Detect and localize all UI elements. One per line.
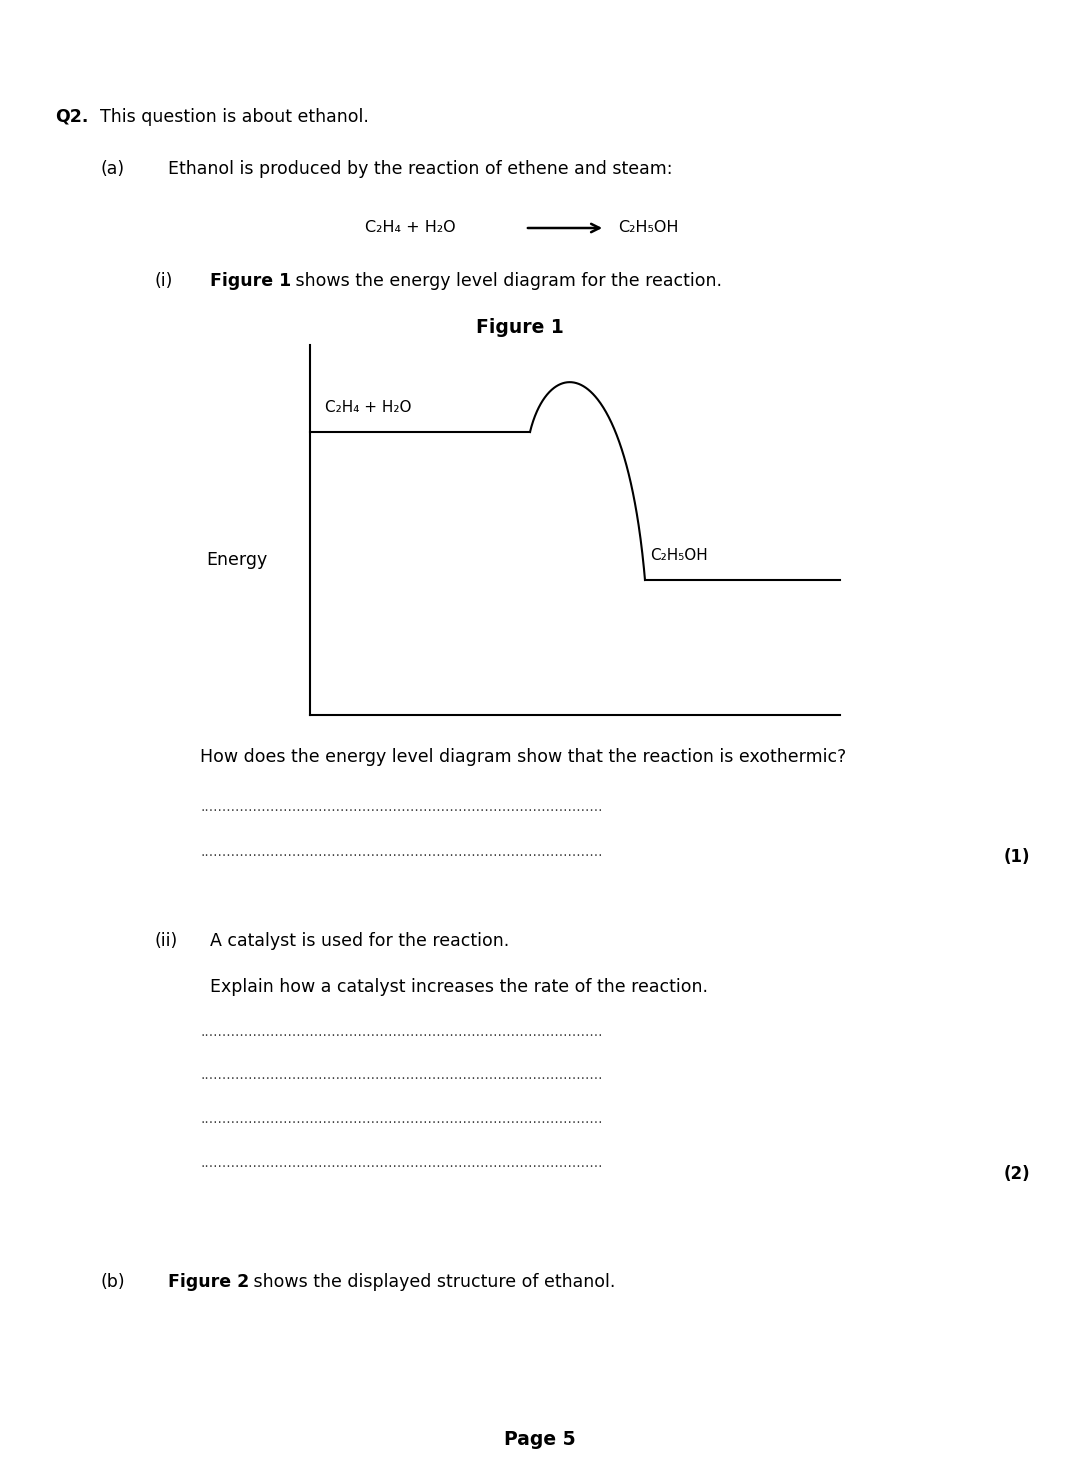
Text: C₂H₅OH: C₂H₅OH	[618, 220, 678, 235]
Text: Figure 2: Figure 2	[168, 1273, 249, 1291]
Text: Explain how a catalyst increases the rate of the reaction.: Explain how a catalyst increases the rat…	[210, 978, 708, 996]
Text: C₂H₄ + H₂O: C₂H₄ + H₂O	[365, 220, 456, 235]
Text: ................................................................................: ........................................…	[200, 1068, 603, 1083]
Text: ................................................................................: ........................................…	[200, 799, 603, 814]
Text: ................................................................................: ........................................…	[200, 1112, 603, 1125]
Text: How does the energy level diagram show that the reaction is exothermic?: How does the energy level diagram show t…	[200, 748, 847, 766]
Text: Ethanol is produced by the reaction of ethene and steam:: Ethanol is produced by the reaction of e…	[168, 159, 673, 178]
Text: shows the energy level diagram for the reaction.: shows the energy level diagram for the r…	[291, 271, 723, 291]
Text: Energy: Energy	[206, 552, 268, 569]
Text: C₂H₄ + H₂O: C₂H₄ + H₂O	[325, 400, 411, 414]
Text: This question is about ethanol.: This question is about ethanol.	[100, 108, 369, 125]
Text: C₂H₅OH: C₂H₅OH	[650, 549, 707, 563]
Text: (2): (2)	[1003, 1165, 1030, 1183]
Text: ................................................................................: ........................................…	[200, 1156, 603, 1170]
Text: Page 5: Page 5	[504, 1429, 576, 1448]
Text: A catalyst is used for the reaction.: A catalyst is used for the reaction.	[210, 932, 510, 950]
Text: Q2.: Q2.	[55, 108, 89, 125]
Text: (b): (b)	[100, 1273, 124, 1291]
Text: (a): (a)	[100, 159, 124, 178]
Text: (i): (i)	[156, 271, 174, 291]
Text: (1): (1)	[1003, 848, 1030, 866]
Text: shows the displayed structure of ethanol.: shows the displayed structure of ethanol…	[248, 1273, 616, 1291]
Text: ................................................................................: ........................................…	[200, 845, 603, 858]
Text: Figure 1: Figure 1	[476, 319, 564, 336]
Text: (ii): (ii)	[156, 932, 178, 950]
Text: ................................................................................: ........................................…	[200, 1025, 603, 1038]
Text: Figure 1: Figure 1	[210, 271, 292, 291]
